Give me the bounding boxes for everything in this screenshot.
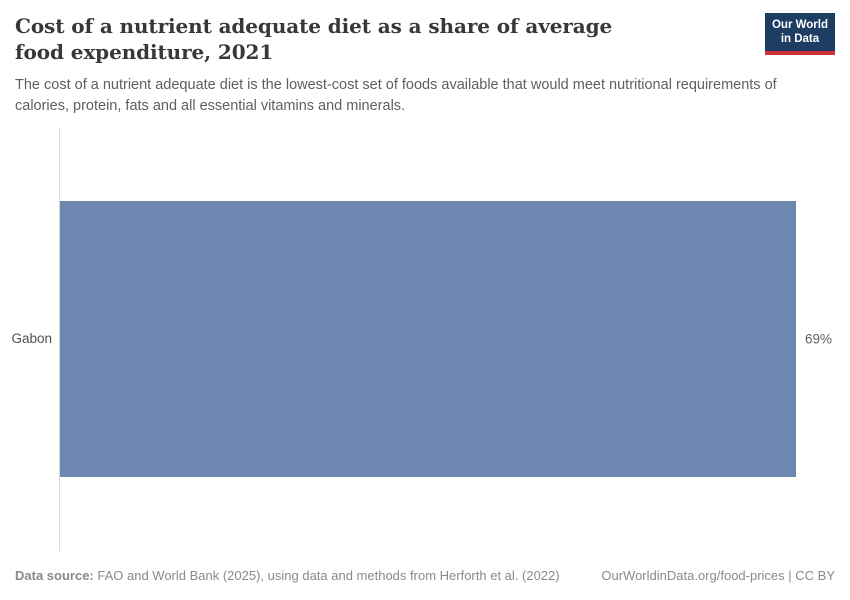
data-source-text: FAO and World Bank (2025), using data an… [93, 568, 560, 583]
chart-footer: Data source: FAO and World Bank (2025), … [15, 568, 835, 584]
owid-logo-line1: Our World [771, 19, 828, 31]
chart-subtitle: The cost of a nutrient adequate diet is … [15, 77, 777, 114]
license-link[interactable]: OurWorldinData.org/food-prices | CC BY [601, 568, 835, 583]
owid-logo-line2: in Data [780, 33, 820, 46]
data-source-note: Data source: FAO and World Bank (2025), … [15, 568, 560, 584]
plot-area: 69% [60, 127, 832, 551]
entity-label-gabon[interactable]: Gabon [11, 331, 52, 346]
chart-title: Cost of a nutrient adequate diet as a sh… [15, 14, 613, 65]
bar-gabon[interactable]: 69% [60, 201, 832, 477]
value-label-gabon: 69% [805, 331, 833, 347]
chart-header: Cost of a nutrient adequate diet as a sh… [15, 13, 835, 66]
data-source-label: Data source: [15, 568, 94, 583]
owid-logo[interactable]: Our World in Data [764, 13, 835, 55]
y-axis-line [59, 127, 60, 551]
